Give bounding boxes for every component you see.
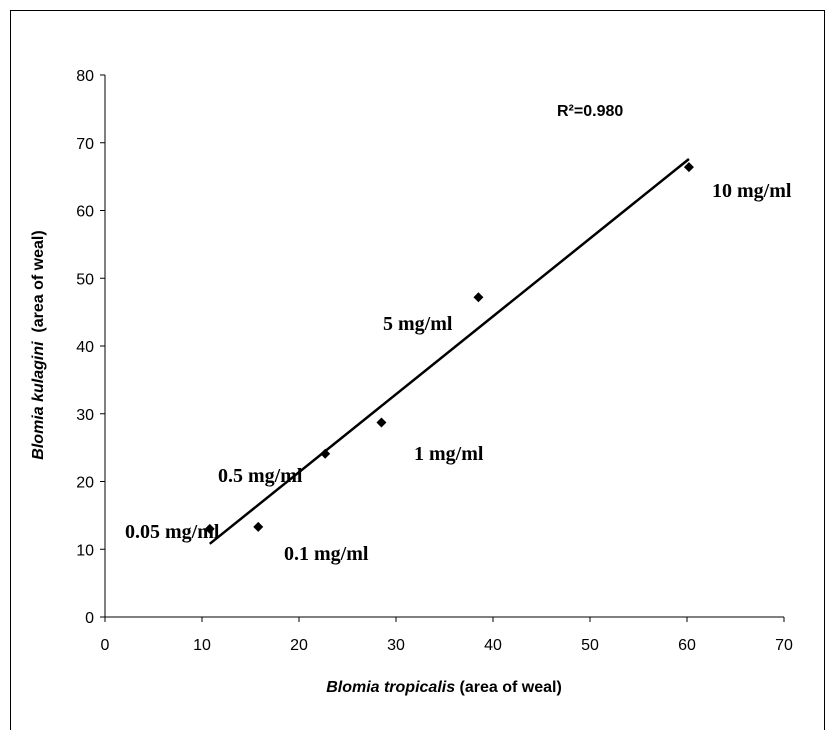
y-tick-label: 20 — [76, 475, 94, 492]
data-point — [320, 448, 331, 459]
data-point — [376, 417, 387, 428]
x-tick-label: 50 — [581, 637, 599, 654]
x-tick-label: 20 — [290, 637, 308, 654]
x-tick-label: 30 — [387, 637, 405, 654]
y-tick-label: 80 — [76, 68, 94, 85]
trendline-group — [208, 158, 690, 545]
y-tick-label: 0 — [85, 610, 94, 627]
x-axis-title-italic: Blomia tropicalis — [326, 679, 455, 696]
point-labels: 0.05 mg/ml 0.1 mg/ml 0.5 mg/ml 1 mg/ml 5 mg/… — [125, 180, 792, 565]
data-point — [473, 292, 484, 303]
point-label: 5 mg/ml — [383, 313, 453, 335]
y-tick-label: 30 — [76, 407, 94, 424]
x-tick-label: 70 — [775, 637, 793, 654]
x-tick-label: 60 — [678, 637, 696, 654]
tick-labels: 0 10 20 30 40 50 60 70 80 0 10 20 30 40 50 60 70 — [76, 68, 793, 654]
data-points — [204, 162, 694, 534]
y-axis-title-italic: Blomia kulagini — [30, 341, 47, 460]
trendline — [208, 158, 690, 545]
y-tick-label: 70 — [76, 136, 94, 153]
y-axis-title-rest: (area of weal) — [30, 230, 47, 341]
point-label: 0.5 mg/ml — [218, 465, 303, 487]
point-label: 0.1 mg/ml — [284, 543, 369, 565]
x-tick-label: 40 — [484, 637, 502, 654]
data-point — [204, 523, 215, 534]
chart-frame — [10, 10, 825, 730]
data-point — [253, 521, 264, 532]
x-axis-title-rest: (area of weal) — [455, 679, 562, 696]
x-tick-label: 0 — [101, 637, 110, 654]
y-tick-label: 60 — [76, 204, 94, 221]
x-tick-label: 10 — [193, 637, 211, 654]
point-label: 1 mg/ml — [414, 443, 484, 465]
r-squared-annotation: R²=0.980 — [557, 103, 623, 120]
axes — [100, 74, 785, 622]
point-label: 0.05 mg/ml — [125, 521, 220, 543]
y-axis-title: Blomia kulagini (area of weal) — [30, 230, 47, 459]
point-label: 10 mg/ml — [712, 180, 792, 202]
y-tick-label: 10 — [76, 542, 94, 559]
y-tick-label: 40 — [76, 339, 94, 356]
data-point — [683, 162, 694, 173]
x-axis-title: Blomia tropicalis (area of weal) — [326, 679, 562, 696]
y-tick-label: 50 — [76, 271, 94, 288]
